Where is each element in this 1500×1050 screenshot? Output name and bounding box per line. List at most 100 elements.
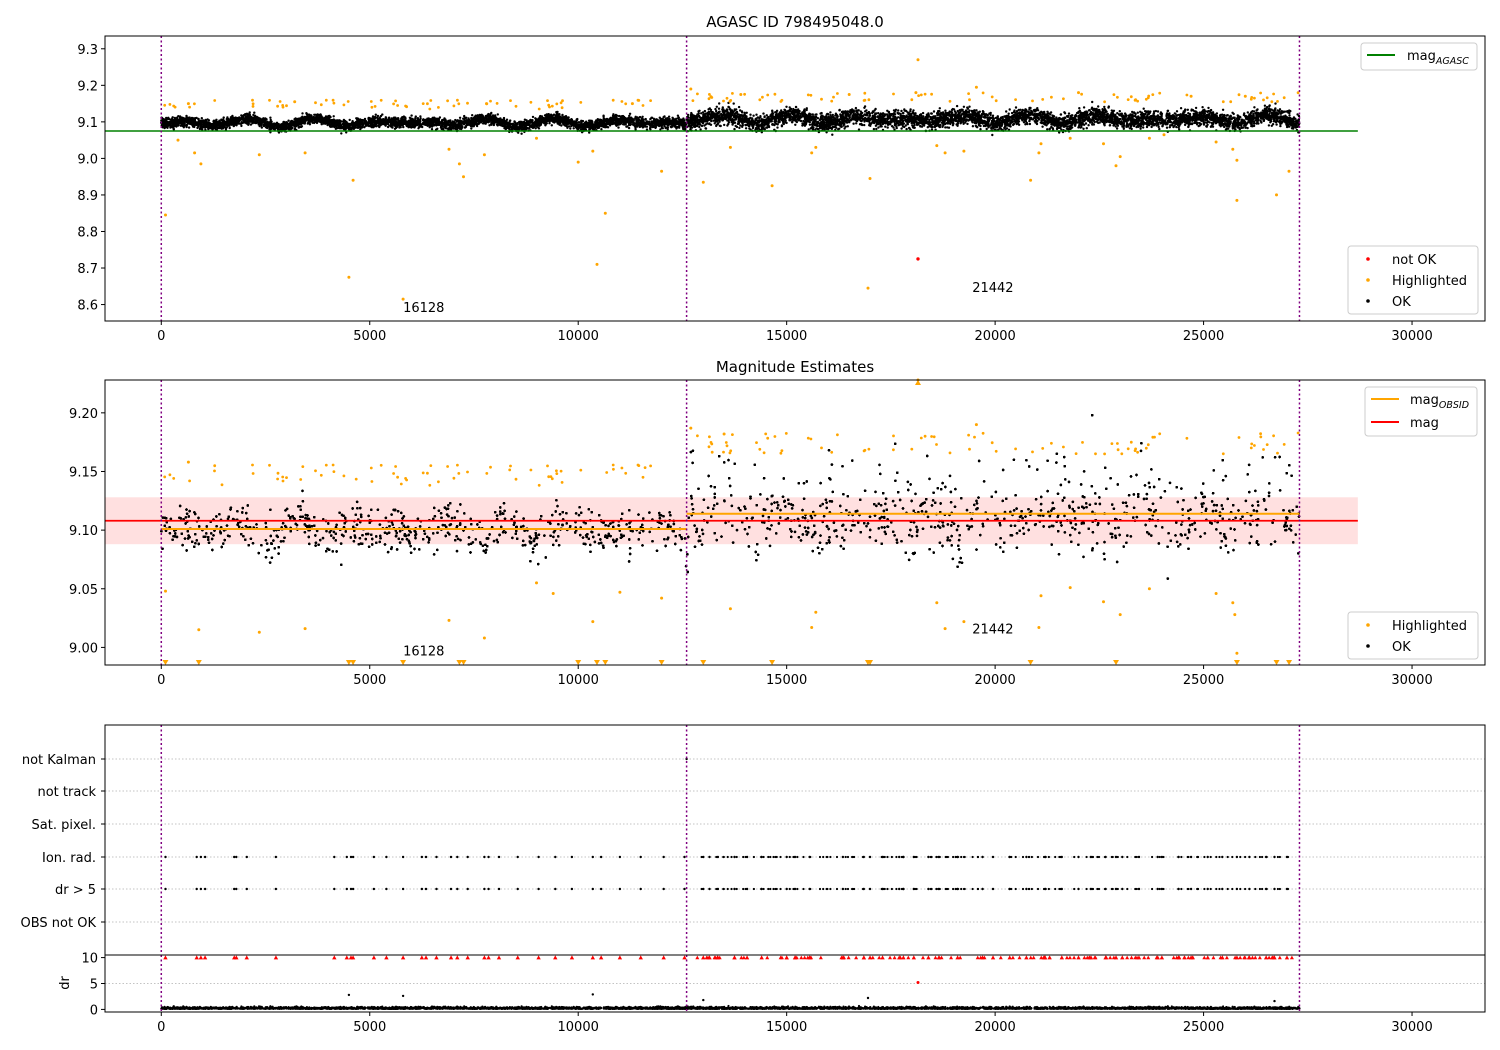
ok-point [1168, 126, 1172, 129]
ok-point [829, 111, 832, 114]
ok-point [1068, 117, 1072, 120]
ok-point [300, 125, 304, 128]
ok-point [463, 126, 467, 129]
ok-point [1139, 110, 1142, 114]
ok-point [838, 108, 841, 112]
ok-point [1172, 125, 1175, 129]
ok-point [588, 131, 591, 134]
ok-point [991, 133, 994, 137]
ok-point [1082, 127, 1085, 130]
ok-point [249, 123, 253, 126]
ok-point [975, 109, 978, 112]
ok-point [417, 127, 420, 130]
ok-point [819, 112, 822, 115]
ok-point [496, 113, 499, 116]
ok-point [228, 126, 231, 130]
ok-point [875, 127, 878, 131]
ok-point [944, 126, 947, 129]
ok-point [1190, 108, 1193, 111]
ok-point [962, 122, 965, 126]
ok-point [508, 120, 511, 123]
ok-point [1288, 114, 1291, 117]
ok-point [1158, 127, 1161, 131]
ok-point [253, 111, 256, 114]
ok-point [982, 124, 986, 128]
ok-point [222, 116, 225, 119]
ok-point [737, 105, 741, 109]
ok-point [968, 105, 971, 108]
ok-point [715, 105, 718, 109]
ok-point [863, 123, 866, 127]
ok-point [1114, 125, 1117, 128]
ok-point [971, 125, 975, 128]
ok-point [1035, 122, 1039, 126]
ok-point [1048, 128, 1051, 131]
ok-point [831, 113, 834, 117]
ok-point [1091, 100, 1094, 104]
ok-point [708, 122, 711, 125]
ok-point [874, 107, 877, 111]
ok-point [726, 124, 729, 127]
ok-point [645, 125, 649, 128]
ok-point [735, 125, 739, 129]
ok-point [932, 110, 936, 113]
ok-point [548, 122, 551, 125]
ok-point [955, 104, 959, 108]
ok-point [944, 109, 947, 112]
ok-point [577, 121, 581, 124]
ok-point [900, 109, 903, 113]
ok-point [854, 106, 858, 110]
ok-point [1201, 106, 1204, 109]
ok-point [1005, 110, 1008, 113]
ok-point [961, 112, 964, 116]
ok-point [921, 111, 925, 115]
ok-point [1028, 122, 1032, 126]
ok-point [1046, 128, 1049, 131]
ok-point [1175, 125, 1178, 129]
ok-point [617, 114, 621, 118]
ok-point [293, 127, 297, 130]
ok-point [900, 127, 903, 130]
ok-point [617, 126, 620, 129]
ok-point [1252, 112, 1255, 116]
ok-point [758, 117, 761, 120]
ok-point [1124, 115, 1128, 118]
ok-point [1046, 110, 1049, 114]
ok-point [897, 112, 900, 116]
ok-point [1279, 124, 1282, 128]
ok-point [714, 107, 717, 111]
ok-point [979, 128, 982, 131]
ok-point [402, 125, 405, 129]
ok-point [762, 112, 765, 115]
ok-point [248, 113, 251, 116]
ok-point [846, 125, 849, 128]
ok-point [752, 114, 755, 117]
ok-point [1186, 108, 1190, 112]
ok-point [531, 115, 535, 119]
ok-point [1263, 104, 1267, 107]
ok-point [946, 126, 949, 129]
ok-point [1131, 110, 1134, 114]
ok-point [905, 109, 908, 113]
ok-point [905, 127, 908, 131]
ok-point [1253, 106, 1256, 109]
ok-point [941, 125, 944, 128]
ok-point [715, 109, 718, 113]
ok-point [1035, 120, 1038, 124]
ok-point [430, 128, 434, 131]
ok-point [975, 125, 978, 128]
ok-point [260, 126, 263, 129]
ok-point [1221, 113, 1224, 116]
ok-point [864, 114, 868, 117]
ok-point [1139, 127, 1142, 130]
ok-point [1016, 112, 1020, 115]
ok-point [1156, 110, 1160, 113]
ok-point [381, 113, 384, 116]
ok-point [1289, 109, 1292, 113]
ok-point [907, 112, 910, 116]
ok-point [1139, 125, 1143, 128]
ok-point [717, 107, 721, 110]
ok-point [698, 125, 701, 129]
ok-point [410, 114, 413, 117]
